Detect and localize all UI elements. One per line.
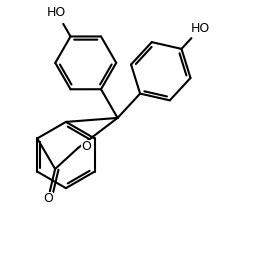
Text: HO: HO <box>191 21 210 34</box>
Text: HO: HO <box>47 6 66 19</box>
Text: O: O <box>81 140 91 153</box>
Text: O: O <box>44 192 53 205</box>
